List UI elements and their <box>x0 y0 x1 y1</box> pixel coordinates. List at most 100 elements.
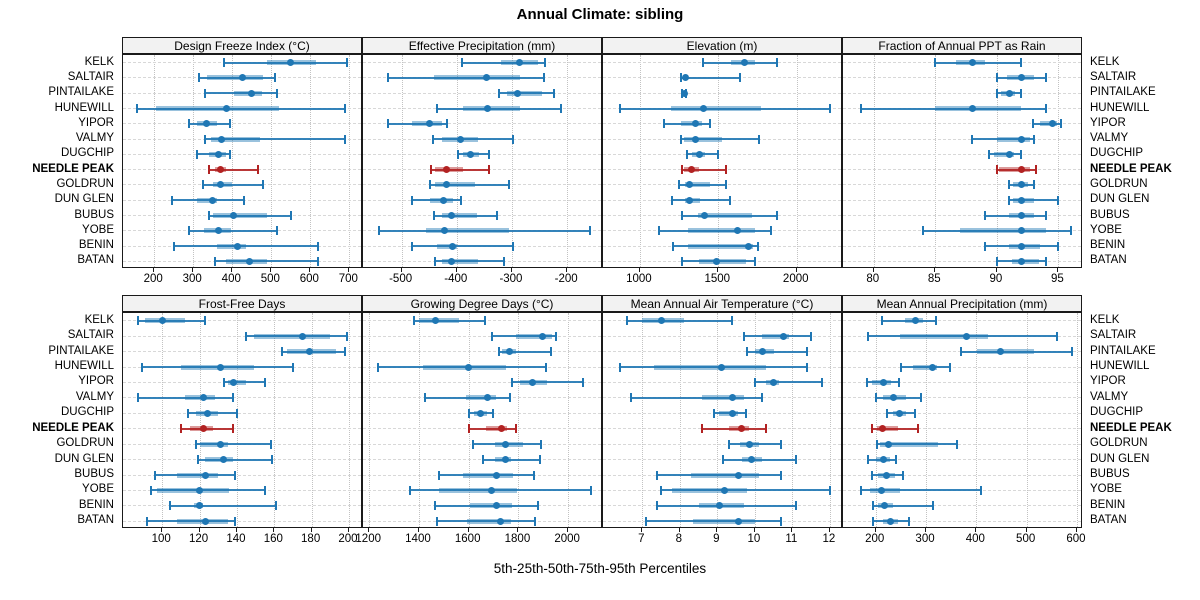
axis-tick-label: 10 <box>747 533 761 545</box>
median-dot <box>745 440 753 448</box>
whisker-cap-low <box>722 455 724 465</box>
whisker-cap-high <box>262 180 265 190</box>
whisker-cap-high <box>1045 104 1048 113</box>
vertical-gridline <box>935 55 937 267</box>
station-guide-line <box>843 443 1081 445</box>
interquartile-box <box>977 349 1035 355</box>
whisker-cap-low <box>461 58 464 68</box>
whisker-cap-low <box>680 134 683 144</box>
axis-tick <box>347 528 349 532</box>
whisker-cap-high <box>234 470 237 480</box>
median-dot <box>1017 257 1025 265</box>
percentile-whisker <box>387 122 447 125</box>
percentile-whisker <box>900 366 951 368</box>
station-label-right-valmy: VALMY <box>1090 390 1129 403</box>
station-label-left-benin: BENIN <box>78 498 114 511</box>
axis-tick <box>368 528 370 532</box>
axis-tick-label: 9 <box>713 533 720 545</box>
whisker-cap-low <box>150 485 152 495</box>
percentile-whisker <box>682 214 778 217</box>
whisker-cap-low <box>860 104 863 113</box>
interquartile-box <box>699 258 746 264</box>
whisker-cap-low <box>885 408 888 418</box>
percentile-whisker <box>169 504 277 507</box>
axis-tick <box>309 268 311 272</box>
percentile-whisker <box>203 183 264 186</box>
axis-tick <box>795 268 797 272</box>
vertical-gridline <box>418 313 420 527</box>
vertical-gridline <box>873 55 875 267</box>
vertical-gridline <box>996 55 998 267</box>
median-dot <box>497 517 505 525</box>
interquartile-box <box>469 503 512 509</box>
median-dot <box>440 196 448 204</box>
whisker-cap-high <box>269 439 272 449</box>
plot-area-growing-degree-days-c- <box>362 312 602 528</box>
percentile-whisker <box>673 245 759 248</box>
station-guide-line <box>843 92 1081 94</box>
axis-tick <box>161 528 163 532</box>
axis-tick-label: 1500 <box>704 273 731 285</box>
vertical-gridline <box>926 313 928 527</box>
vertical-gridline <box>154 55 156 267</box>
axis-tick <box>872 268 874 272</box>
whisker-cap-low <box>995 73 998 83</box>
percentile-whisker <box>671 199 730 202</box>
percentile-whisker <box>180 427 234 430</box>
vertical-gridline <box>199 313 201 527</box>
median-dot <box>217 166 225 174</box>
whisker-cap-high <box>559 104 562 113</box>
axis-tick <box>510 268 512 272</box>
station-label-right-benin: BENIN <box>1090 239 1126 252</box>
whisker-cap-high <box>955 439 958 449</box>
axis-tick-label: 1400 <box>405 533 431 545</box>
station-guide-line <box>843 169 1081 171</box>
whisker-cap-low <box>859 485 862 495</box>
whisker-cap-high <box>1020 149 1023 159</box>
percentile-whisker <box>1009 199 1059 202</box>
whisker-cap-low <box>168 501 171 511</box>
axis-tick <box>1075 528 1077 532</box>
whisker-cap-high <box>795 501 798 511</box>
whisker-cap-low <box>922 226 924 236</box>
percentile-whisker <box>492 335 556 338</box>
median-dot <box>199 425 207 433</box>
percentile-whisker <box>154 474 236 476</box>
percentile-whisker <box>208 168 258 171</box>
whisker-cap-high <box>554 331 557 341</box>
whisker-cap-low <box>1008 195 1011 205</box>
axis-tick <box>678 528 680 532</box>
percentile-whisker <box>512 381 584 384</box>
median-dot <box>1005 89 1013 97</box>
station-label-left-valmy: VALMY <box>75 132 114 145</box>
whisker-cap-low <box>498 347 501 357</box>
whisker-cap-low <box>136 316 139 326</box>
median-dot <box>740 59 748 67</box>
interquartile-box <box>423 364 506 370</box>
whisker-cap-low <box>429 165 432 175</box>
axis-tick <box>1057 268 1059 272</box>
vertical-gridline <box>162 313 164 527</box>
percentile-whisker <box>379 229 591 232</box>
whisker-cap-high <box>542 73 545 83</box>
whisker-cap-high <box>538 455 541 465</box>
interquartile-box <box>433 75 521 81</box>
median-dot <box>1005 150 1013 158</box>
panel-header-elevation-m-: Elevation (m) <box>602 37 842 54</box>
vertical-gridline <box>792 313 794 527</box>
percentile-whisker <box>875 396 922 399</box>
whisker-cap-high <box>507 180 510 190</box>
station-guide-line <box>363 381 601 383</box>
station-label-left-needle-peak: NEEDLE PEAK <box>32 162 114 175</box>
whisker-cap-low <box>491 331 494 341</box>
station-label-left-bubus: BUBUS <box>74 468 114 480</box>
station-guide-line <box>843 215 1081 216</box>
whisker-cap-low <box>865 377 868 387</box>
whisker-cap-high <box>776 58 779 68</box>
whisker-cap-high <box>795 455 798 465</box>
whisker-cap-high <box>709 119 712 129</box>
station-label-left-dugchip: DUGCHIP <box>60 147 114 160</box>
percentile-whisker <box>468 427 516 430</box>
percentile-whisker <box>631 396 763 399</box>
vertical-gridline <box>348 313 350 527</box>
